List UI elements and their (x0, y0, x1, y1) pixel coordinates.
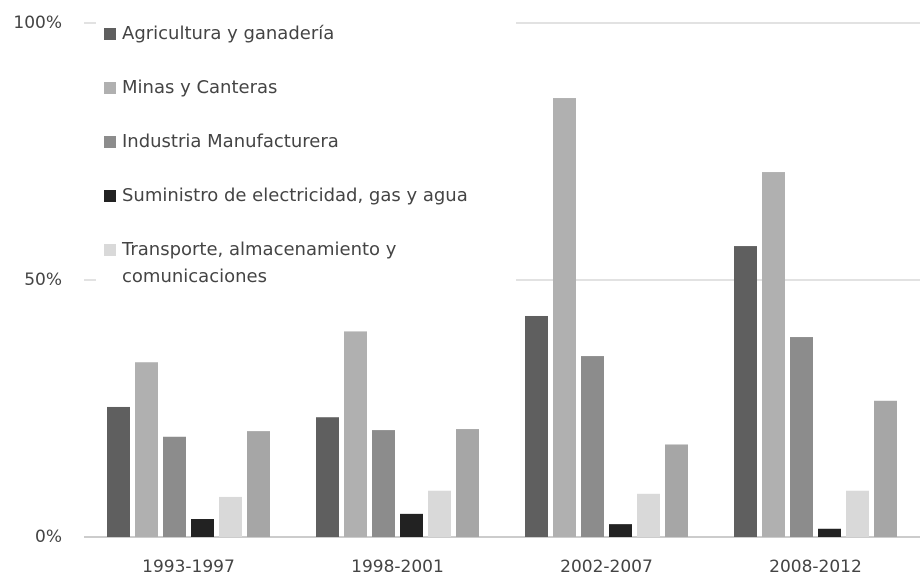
legend-label: Agricultura y ganadería (122, 23, 335, 44)
legend-item: Industria Manufacturera (96, 128, 516, 155)
bar (553, 98, 576, 537)
legend-label: Minas y Canteras (122, 77, 278, 98)
y-tick-label: 100% (13, 13, 62, 33)
bar (191, 519, 214, 537)
bar (609, 524, 632, 537)
legend-item: Agricultura y ganadería (96, 20, 516, 47)
x-tick-label: 1998-2001 (351, 557, 444, 577)
bar (135, 362, 158, 537)
bar (525, 315, 548, 537)
legend-item: Suministro de electricidad, gas y agua (96, 182, 516, 209)
legend-swatch (104, 136, 116, 148)
legend-swatch (104, 244, 116, 256)
legend-label: Transporte, almacenamiento y comunicacio… (122, 239, 397, 287)
bar (428, 490, 451, 537)
bar (400, 513, 423, 537)
legend-swatch (104, 190, 116, 202)
bar (734, 246, 757, 538)
y-tick-label: 50% (24, 270, 62, 290)
legend: Agricultura y ganadería Minas y Canteras I… (96, 14, 516, 323)
bar (762, 172, 785, 537)
bar (874, 400, 897, 537)
bar (846, 490, 869, 537)
bar (665, 444, 688, 537)
bar (581, 356, 604, 537)
bar (637, 493, 660, 537)
bar (107, 406, 130, 537)
legend-label: Industria Manufacturera (122, 131, 339, 152)
x-tick-label: 1993-1997 (142, 557, 235, 577)
bar (316, 417, 339, 537)
legend-swatch (104, 82, 116, 94)
bar (818, 528, 841, 537)
bar (219, 496, 242, 537)
bar (456, 429, 479, 537)
bar (790, 337, 813, 537)
y-tick-label: 0% (35, 527, 62, 547)
legend-swatch (104, 28, 116, 40)
bar (247, 431, 270, 537)
legend-item: Transporte, almacenamiento y comunicacio… (96, 236, 516, 290)
x-tick-label: 2002-2007 (560, 557, 653, 577)
bar (163, 436, 186, 537)
x-tick-label: 2008-2012 (769, 557, 862, 577)
legend-label: Suministro de electricidad, gas y agua (122, 185, 468, 206)
bar (372, 430, 395, 537)
legend-item: Minas y Canteras (96, 74, 516, 101)
bar (344, 331, 367, 537)
